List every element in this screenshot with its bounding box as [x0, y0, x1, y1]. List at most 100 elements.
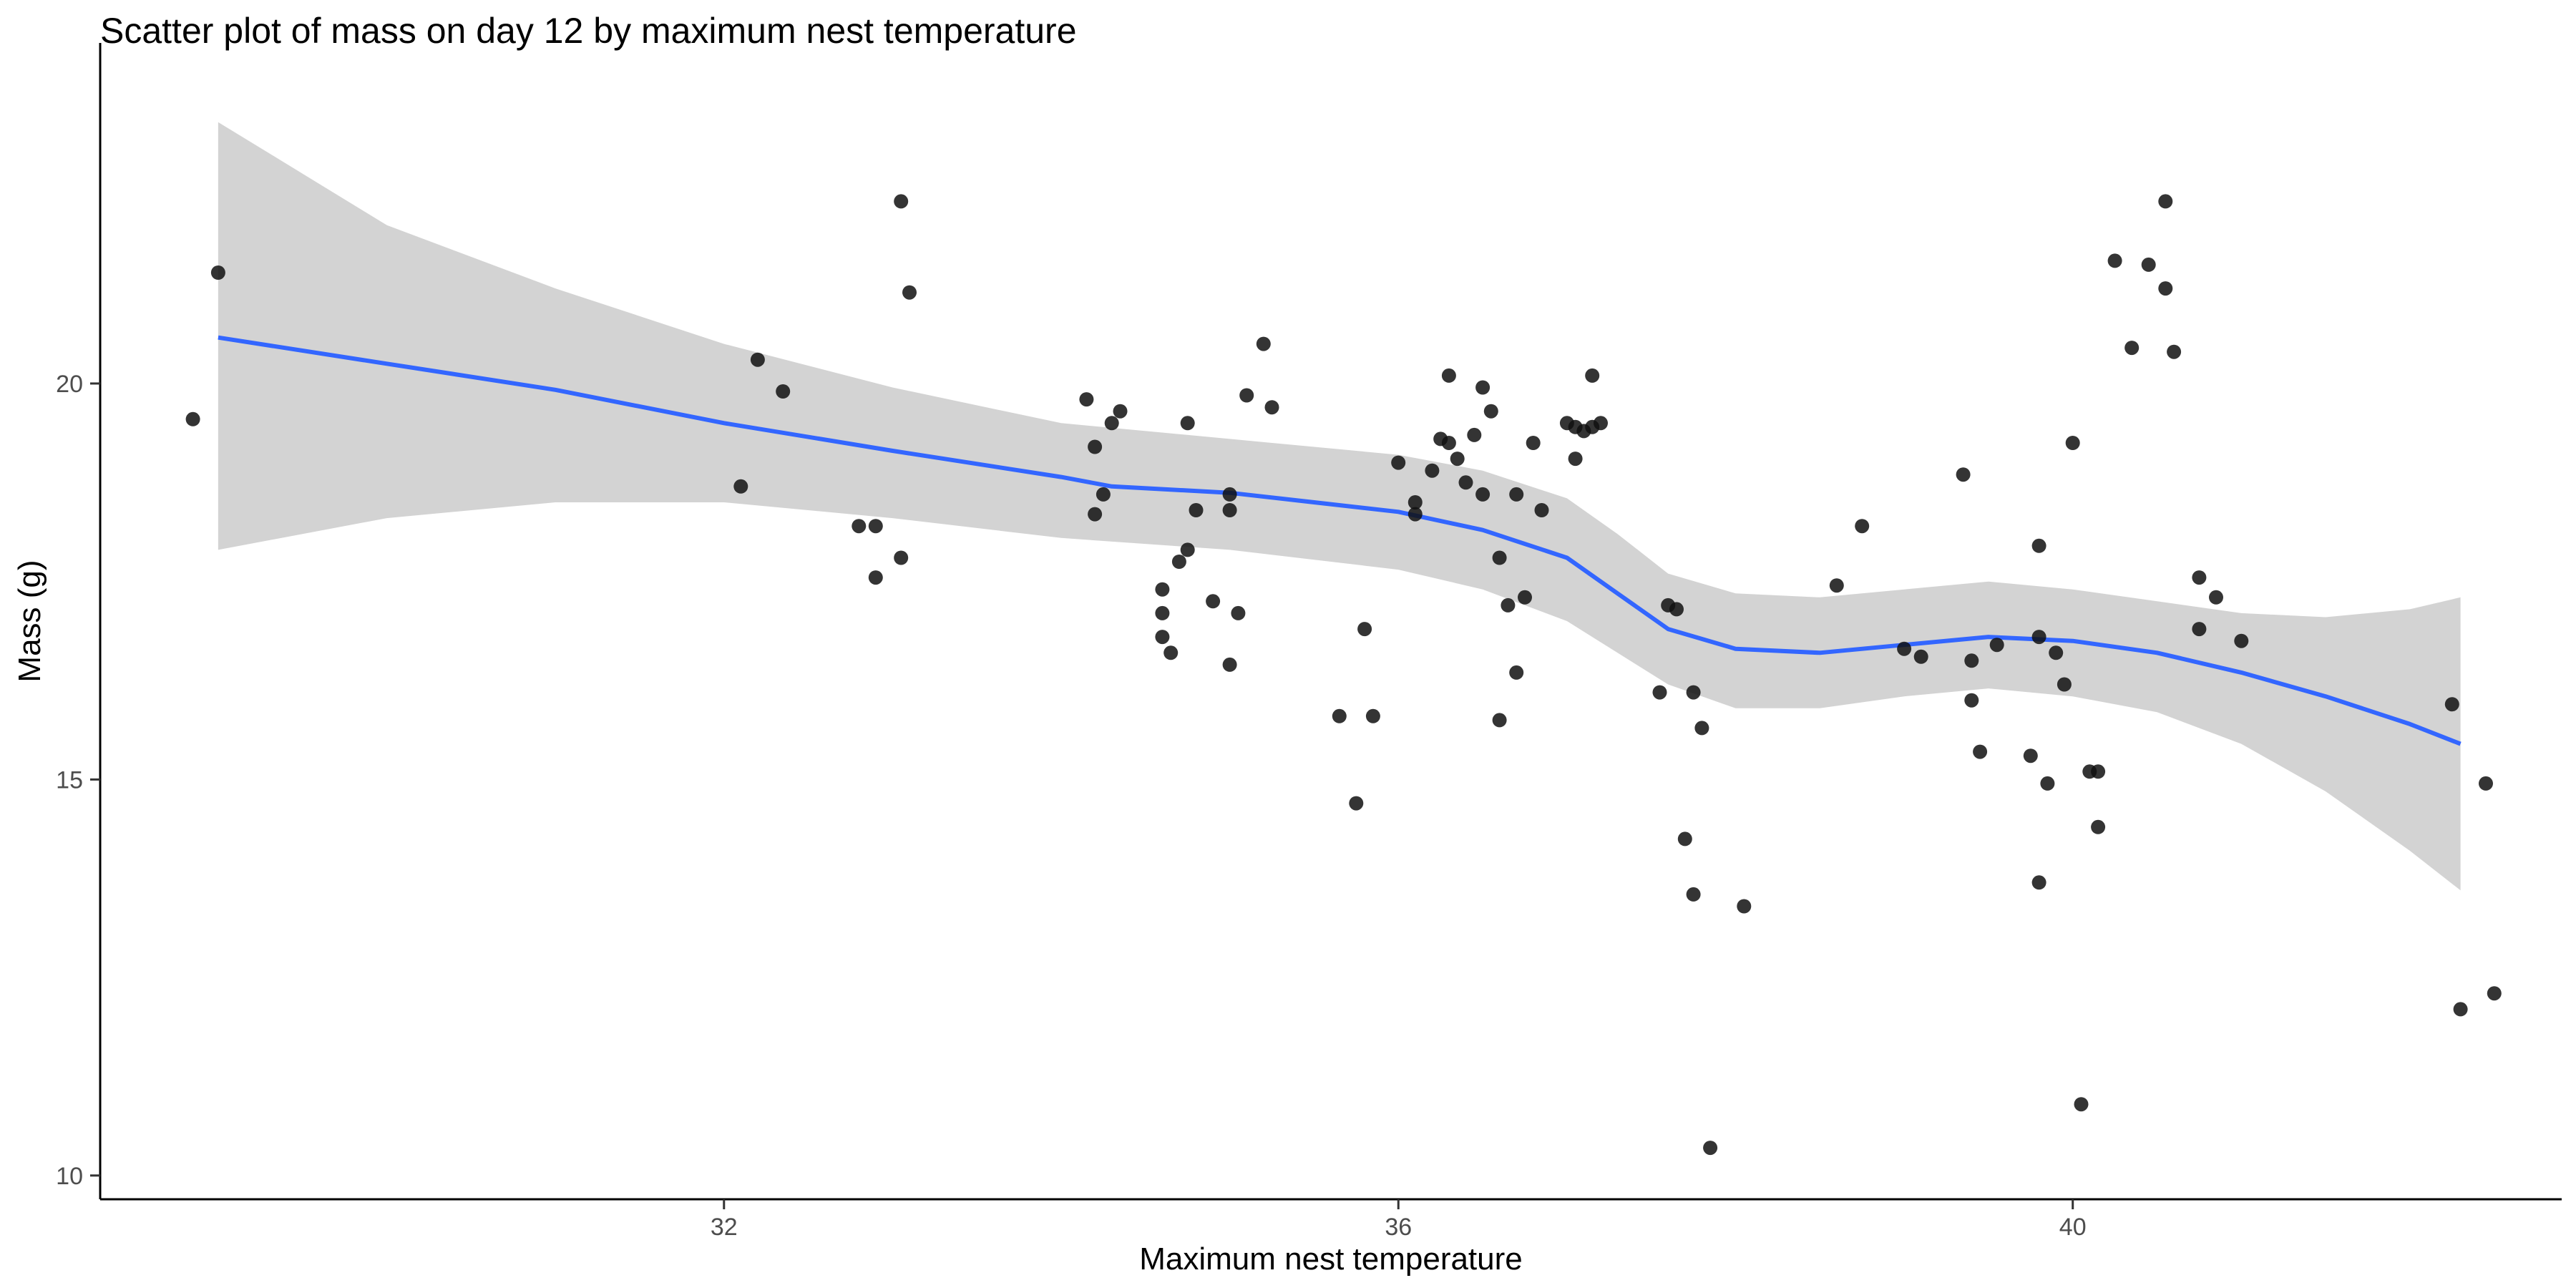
data-point: [2031, 630, 2046, 645]
data-point: [868, 519, 883, 534]
data-point: [1677, 831, 1692, 847]
data-point: [1492, 550, 1507, 565]
data-point: [1155, 630, 1170, 645]
data-point: [2158, 281, 2173, 296]
data-point: [1088, 507, 1103, 522]
x-axis-title: Maximum nest temperature: [1139, 1241, 1523, 1277]
data-point: [1450, 452, 1465, 467]
data-point: [1349, 796, 1364, 811]
data-point: [1964, 653, 1979, 668]
data-point: [2057, 677, 2072, 692]
data-point: [1155, 605, 1170, 620]
x-axis-ticks: 32 36 40: [711, 1199, 2087, 1241]
data-point: [1189, 503, 1204, 517]
data-point: [2107, 253, 2122, 268]
data-point: [894, 550, 909, 565]
data-point: [1407, 495, 1423, 509]
data-point: [852, 519, 867, 534]
data-point: [1518, 590, 1532, 605]
data-point: [2124, 341, 2140, 356]
data-point: [1526, 436, 1541, 450]
data-point: [1407, 507, 1423, 522]
data-point: [2487, 986, 2502, 1001]
data-point: [2167, 344, 2182, 359]
y-tick-label: 15: [56, 766, 83, 794]
data-point: [1737, 899, 1752, 914]
smooth-trend-line: [218, 335, 2462, 746]
data-point: [1501, 597, 1516, 613]
data-point: [1096, 487, 1111, 502]
data-point: [1897, 641, 1912, 656]
data-point: [1509, 487, 1524, 502]
data-point: [1956, 467, 1971, 482]
y-tick-label: 10: [56, 1163, 83, 1190]
data-point: [1079, 392, 1094, 407]
data-point: [2040, 776, 2055, 791]
data-point: [1104, 416, 1119, 431]
data-point: [1332, 708, 1347, 723]
data-point: [2479, 776, 2493, 791]
x-tick-label: 40: [2059, 1214, 2087, 1241]
data-point: [1113, 404, 1128, 419]
data-point: [1855, 519, 1870, 534]
data-point: [776, 384, 791, 399]
data-point: [2444, 697, 2459, 712]
y-axis-ticks: 10 15 20: [56, 371, 100, 1190]
data-point: [2234, 633, 2249, 648]
data-point: [1222, 503, 1237, 517]
data-point: [1180, 416, 1195, 431]
data-point: [1088, 439, 1103, 454]
data-point: [1534, 503, 1549, 517]
data-point: [1458, 475, 1473, 490]
data-point: [1264, 400, 1279, 415]
chart-title: Scatter plot of mass on day 12 by maximu…: [100, 11, 1077, 51]
data-point: [2141, 257, 2156, 272]
data-point: [1568, 452, 1583, 467]
smooth-line-layer: [218, 335, 2462, 746]
data-point: [1483, 404, 1498, 419]
data-point: [1171, 555, 1186, 569]
data-point: [894, 194, 909, 209]
data-point: [1913, 649, 1928, 664]
data-point: [1155, 582, 1170, 597]
data-point: [1239, 388, 1254, 403]
data-point: [1441, 368, 1456, 383]
data-point: [1509, 665, 1524, 680]
data-point: [1989, 638, 2004, 653]
data-points: [185, 194, 2502, 1156]
data-point: [750, 352, 765, 367]
data-point: [2031, 538, 2046, 553]
data-point: [1206, 594, 1221, 609]
data-point: [2158, 194, 2173, 209]
data-point: [902, 285, 917, 300]
data-point: [1357, 622, 1372, 637]
x-tick-label: 36: [1385, 1214, 1412, 1241]
data-point: [2091, 819, 2106, 834]
data-point: [1669, 602, 1684, 617]
y-axis-title: Mass (g): [12, 560, 47, 682]
data-point: [1492, 713, 1507, 728]
data-point: [1163, 645, 1179, 660]
data-point: [1829, 578, 1844, 593]
data-point: [1231, 605, 1246, 620]
data-point: [2023, 748, 2038, 763]
data-point: [1652, 685, 1667, 700]
data-point: [185, 411, 200, 426]
data-point: [1222, 487, 1237, 502]
data-point: [2049, 645, 2064, 660]
data-point: [2209, 590, 2223, 605]
data-point: [1222, 657, 1237, 672]
data-point: [1694, 721, 1709, 736]
data-point: [1365, 708, 1380, 723]
data-point: [733, 479, 748, 494]
data-point: [2192, 622, 2207, 637]
data-point: [2453, 1002, 2468, 1017]
data-point: [1594, 416, 1608, 431]
data-point: [2192, 570, 2207, 585]
data-point: [1686, 887, 1701, 902]
data-point: [1425, 463, 1440, 478]
data-point: [1475, 380, 1491, 395]
data-point: [210, 265, 225, 280]
data-point: [1973, 744, 1988, 759]
